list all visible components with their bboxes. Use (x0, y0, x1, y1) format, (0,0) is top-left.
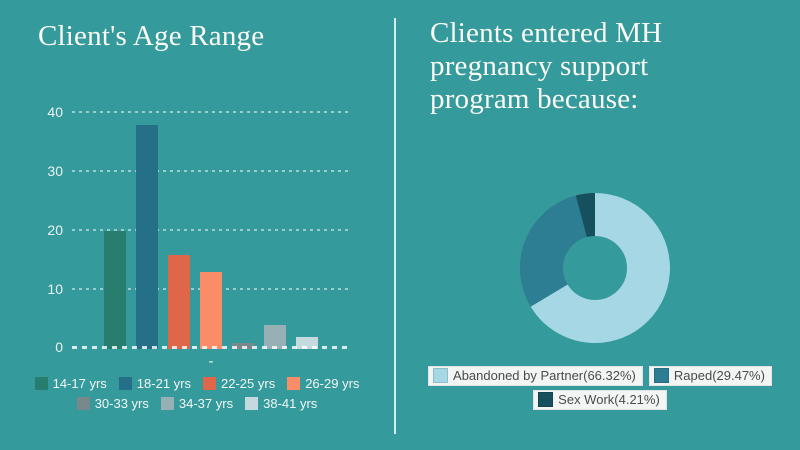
legend-label: Raped(29.47%) (673, 368, 765, 383)
bar-chart-legend: 14-17 yrs 18-21 yrs 22-25 yrs 26-29 yrs 30-3… (27, 376, 367, 411)
bar-series (72, 113, 350, 349)
legend-swatch (203, 377, 216, 390)
bar-14-17 yrs[interactable] (104, 231, 126, 349)
legend-item-14-17 yrs[interactable]: 14-17 yrs (34, 376, 107, 391)
legend-swatch (538, 392, 554, 407)
legend-row: 14-17 yrs 18-21 yrs 22-25 yrs 26-29 yrs (34, 376, 359, 391)
legend-item-30-33 yrs[interactable]: 30-33 yrs (76, 396, 149, 411)
bar-26-29 yrs[interactable] (200, 272, 222, 349)
legend-swatch (160, 397, 174, 410)
bar-34-37 yrs[interactable] (264, 325, 286, 349)
legend-swatch (118, 377, 132, 390)
legend-row: 30-33 yrs 34-37 yrs 38-41 yrs (76, 396, 317, 411)
legend-item-Abandoned by Partner(66.32%)[interactable]: Abandoned by Partner(66.32%) (428, 366, 643, 386)
y-axis-tick-label: 40 (47, 104, 63, 120)
legend-swatch (76, 397, 90, 410)
donut-chart-title: Clients entered MH pregnancy support pro… (430, 17, 663, 115)
donut-chart-legend: Abandoned by Partner(66.32%) Raped(29.47%… (424, 366, 776, 410)
y-axis-tick-label: 30 (47, 163, 63, 179)
y-axis-tick-label: 10 (47, 281, 63, 297)
legend-item-Sex Work(4.21%)[interactable]: Sex Work(4.21%) (533, 390, 667, 410)
y-axis-tick-label: 20 (47, 222, 63, 238)
legend-row: Abandoned by Partner(66.32%) Raped(29.47%… (428, 366, 772, 386)
bar-chart-plot: 0 10 20 30 40 (47, 104, 350, 355)
legend-label: 34-37 yrs (178, 396, 234, 411)
legend-label: Sex Work(4.21%) (558, 392, 660, 407)
legend-item-38-41 yrs[interactable]: 38-41 yrs (245, 396, 317, 411)
legend-label: 26-29 yrs (305, 376, 360, 391)
gridline-y-20: 20 (47, 222, 350, 238)
bar-22-25 yrs[interactable] (168, 254, 190, 349)
x-axis-tick-label: - (208, 353, 214, 370)
legend-item-26-29 yrs[interactable]: 26-29 yrs (287, 376, 359, 391)
gridline-y-30: 30 (47, 163, 350, 179)
y-axis-tick-label: 0 (55, 339, 63, 355)
legend-label: 30-33 yrs (94, 396, 149, 411)
legend-swatch (34, 377, 48, 390)
legend-label: 38-41 yrs (263, 396, 318, 411)
legend-item-22-25 yrs[interactable]: 22-25 yrs (203, 376, 275, 391)
legend-item-18-21 yrs[interactable]: 18-21 yrs (118, 376, 191, 391)
legend-row: Sex Work(4.21%) (533, 390, 667, 410)
donut-slice-Sex Work(4.21%)[interactable] (520, 193, 670, 343)
legend-label: 18-21 yrs (136, 376, 191, 391)
legend-swatch (245, 397, 259, 410)
bar-38-41 yrs[interactable] (296, 337, 318, 349)
legend-item-Raped(29.47%)[interactable]: Raped(29.47%) (648, 366, 772, 386)
legend-label: 14-17 yrs (52, 376, 107, 391)
gridline-y-0: 0 (55, 339, 350, 355)
gridline-y-40: 40 (47, 104, 350, 120)
legend-swatch (433, 368, 449, 383)
bar-chart-title: Client's Age Range (38, 20, 265, 52)
legend-swatch (287, 377, 301, 390)
legend-swatch (653, 368, 669, 383)
donut-slice-Raped(29.47%)[interactable] (520, 193, 670, 343)
bar-18-21 yrs[interactable] (136, 124, 158, 349)
legend-label: Abandoned by Partner(66.32%) (453, 368, 636, 383)
legend-item-34-37 yrs[interactable]: 34-37 yrs (160, 396, 234, 411)
legend-label: 22-25 yrs (221, 376, 276, 391)
panel-divider (394, 18, 396, 434)
donut-chart (520, 193, 670, 343)
